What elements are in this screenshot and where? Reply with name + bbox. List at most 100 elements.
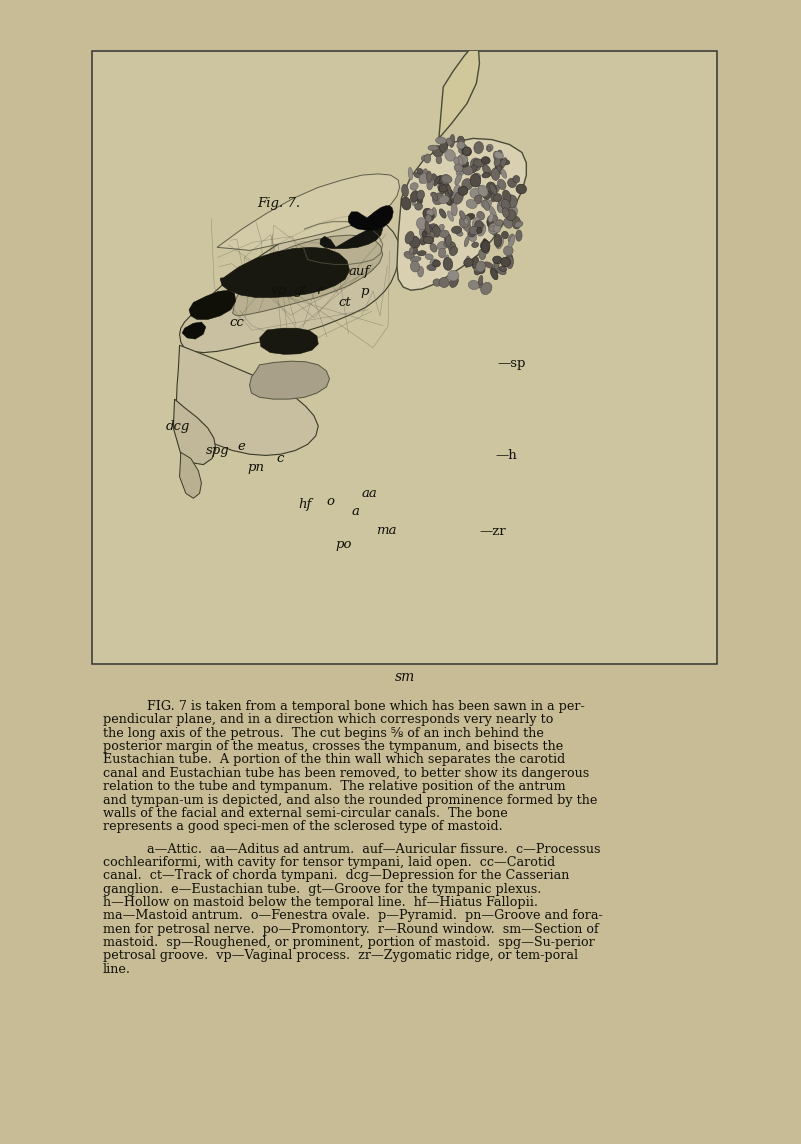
Ellipse shape	[401, 197, 411, 210]
Ellipse shape	[459, 148, 465, 153]
Ellipse shape	[482, 190, 491, 199]
Text: aa: aa	[362, 487, 378, 500]
Ellipse shape	[445, 237, 449, 241]
Ellipse shape	[427, 209, 434, 216]
Text: pendicular plane, and in a direction which corresponds very nearly to: pendicular plane, and in a direction whi…	[103, 714, 553, 726]
Ellipse shape	[496, 220, 503, 225]
Text: Fig. 7.: Fig. 7.	[258, 197, 301, 209]
Ellipse shape	[477, 228, 482, 233]
Ellipse shape	[422, 231, 429, 241]
Ellipse shape	[437, 175, 445, 184]
Polygon shape	[189, 291, 235, 319]
Ellipse shape	[462, 178, 473, 190]
Ellipse shape	[497, 238, 504, 249]
Text: line.: line.	[103, 963, 131, 976]
Ellipse shape	[486, 182, 497, 194]
Ellipse shape	[462, 148, 472, 156]
Ellipse shape	[446, 196, 454, 205]
Ellipse shape	[488, 215, 498, 222]
Text: mastoid.  sp—Roughened, or prominent, portion of mastoid.  spg—Su-perior: mastoid. sp—Roughened, or prominent, por…	[103, 936, 594, 950]
Text: dcg: dcg	[166, 420, 190, 432]
Text: walls of the facial and external semi-circular canals.  The bone: walls of the facial and external semi-ci…	[103, 807, 507, 820]
Ellipse shape	[405, 231, 414, 244]
Ellipse shape	[439, 209, 446, 219]
Ellipse shape	[505, 202, 510, 212]
Ellipse shape	[494, 264, 500, 273]
Ellipse shape	[409, 167, 413, 180]
Text: ganglion.  e—Eustachian tube.  gt—Groove for the tympanic plexus.: ganglion. e—Eustachian tube. gt—Groove f…	[103, 883, 541, 896]
Text: —zr: —zr	[480, 525, 506, 539]
Ellipse shape	[424, 154, 431, 162]
Text: a: a	[352, 506, 360, 518]
Ellipse shape	[465, 214, 475, 220]
Ellipse shape	[457, 136, 465, 144]
Ellipse shape	[491, 192, 495, 202]
Ellipse shape	[436, 156, 442, 164]
Ellipse shape	[433, 260, 441, 267]
Ellipse shape	[429, 224, 438, 230]
Ellipse shape	[474, 194, 482, 204]
Ellipse shape	[481, 240, 490, 253]
Text: cc: cc	[230, 316, 244, 328]
Ellipse shape	[433, 193, 444, 205]
Ellipse shape	[497, 200, 505, 212]
Ellipse shape	[432, 174, 438, 182]
Ellipse shape	[427, 231, 435, 240]
Ellipse shape	[506, 209, 516, 221]
Ellipse shape	[497, 205, 503, 213]
Ellipse shape	[484, 262, 493, 268]
Ellipse shape	[491, 168, 500, 181]
Ellipse shape	[494, 259, 499, 270]
Ellipse shape	[497, 150, 502, 157]
Ellipse shape	[474, 267, 481, 275]
Ellipse shape	[482, 245, 489, 254]
Ellipse shape	[477, 281, 483, 288]
Ellipse shape	[430, 259, 438, 265]
Polygon shape	[179, 452, 202, 499]
Ellipse shape	[433, 279, 441, 286]
Text: and tympan-um is depicted, and also the rounded prominence formed by the: and tympan-um is depicted, and also the …	[103, 794, 597, 807]
Ellipse shape	[493, 256, 502, 263]
Ellipse shape	[432, 192, 438, 200]
Ellipse shape	[417, 193, 423, 204]
Ellipse shape	[463, 146, 471, 156]
Text: gt: gt	[293, 284, 307, 296]
Ellipse shape	[415, 202, 423, 210]
Text: r: r	[316, 284, 322, 296]
Ellipse shape	[481, 157, 490, 165]
Ellipse shape	[428, 145, 438, 151]
Ellipse shape	[502, 190, 511, 202]
Text: c: c	[276, 452, 284, 464]
Ellipse shape	[494, 152, 504, 159]
Text: petrosal groove.  vp—Vaginal process.  zr—Zygomatic ridge, or tem-poral: petrosal groove. vp—Vaginal process. zr—…	[103, 950, 578, 962]
Ellipse shape	[469, 230, 475, 237]
Ellipse shape	[436, 137, 446, 144]
Polygon shape	[439, 46, 480, 138]
Ellipse shape	[466, 199, 477, 208]
Text: h—Hollow on mastoid below the temporal line.  hf—Hiatus Fallopii.: h—Hollow on mastoid below the temporal l…	[103, 896, 537, 909]
Ellipse shape	[444, 241, 452, 248]
Ellipse shape	[425, 254, 433, 260]
Ellipse shape	[401, 184, 409, 197]
Text: ma—Mastoid antrum.  o—Fenestra ovale.  p—Pyramid.  pn—Groove and fora-: ma—Mastoid antrum. o—Fenestra ovale. p—P…	[103, 909, 602, 922]
Ellipse shape	[441, 174, 450, 183]
Ellipse shape	[472, 217, 480, 229]
Ellipse shape	[506, 254, 513, 264]
Ellipse shape	[439, 196, 449, 204]
Ellipse shape	[465, 237, 469, 247]
Ellipse shape	[446, 199, 451, 205]
Ellipse shape	[469, 227, 479, 235]
Ellipse shape	[440, 142, 448, 152]
Ellipse shape	[477, 212, 485, 220]
Polygon shape	[182, 321, 206, 339]
Ellipse shape	[449, 134, 455, 148]
Ellipse shape	[459, 210, 465, 220]
Ellipse shape	[417, 168, 423, 174]
Ellipse shape	[493, 193, 501, 201]
Ellipse shape	[489, 223, 499, 235]
Ellipse shape	[464, 259, 473, 267]
Ellipse shape	[470, 158, 481, 172]
Ellipse shape	[438, 184, 445, 194]
Ellipse shape	[434, 176, 441, 186]
Ellipse shape	[498, 158, 507, 169]
